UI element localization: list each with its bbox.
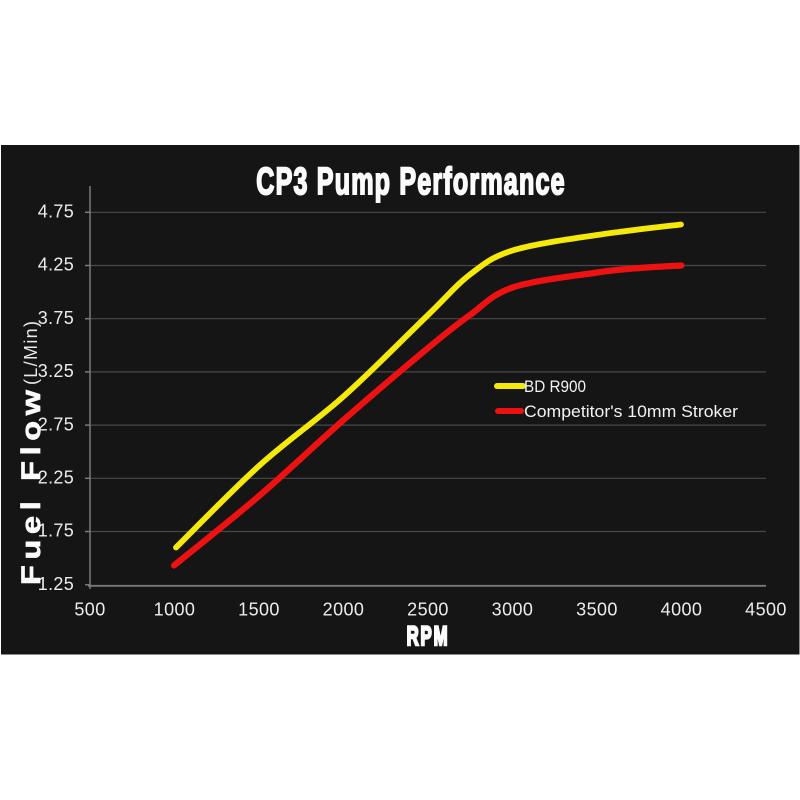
svg-text:1500: 1500: [238, 600, 280, 620]
svg-text:4.75: 4.75: [38, 202, 74, 222]
svg-text:1.25: 1.25: [38, 574, 74, 594]
svg-text:3000: 3000: [492, 600, 534, 620]
svg-text:3500: 3500: [576, 600, 618, 620]
svg-text:RPM: RPM: [407, 621, 450, 651]
svg-text:Fuel Flow: Fuel Flow: [16, 389, 46, 585]
svg-text:CP3 Pump Performance: CP3 Pump Performance: [256, 160, 565, 202]
svg-text:(L/Min): (L/Min): [21, 321, 41, 385]
svg-text:1.75: 1.75: [38, 521, 74, 541]
svg-text:4.25: 4.25: [38, 255, 74, 275]
svg-text:2.25: 2.25: [38, 468, 74, 488]
svg-text:4500: 4500: [745, 600, 787, 620]
svg-text:2000: 2000: [323, 600, 365, 620]
svg-text:BD R900: BD R900: [524, 377, 586, 396]
svg-text:1000: 1000: [154, 600, 196, 620]
svg-text:2.75: 2.75: [38, 414, 74, 434]
svg-text:500: 500: [74, 600, 105, 620]
svg-text:4000: 4000: [661, 600, 703, 620]
svg-text:3.75: 3.75: [38, 308, 74, 328]
svg-text:2500: 2500: [407, 600, 449, 620]
svg-text:3.25: 3.25: [38, 361, 74, 381]
svg-text:Competitor's 10mm Stroker: Competitor's 10mm Stroker: [524, 402, 738, 421]
